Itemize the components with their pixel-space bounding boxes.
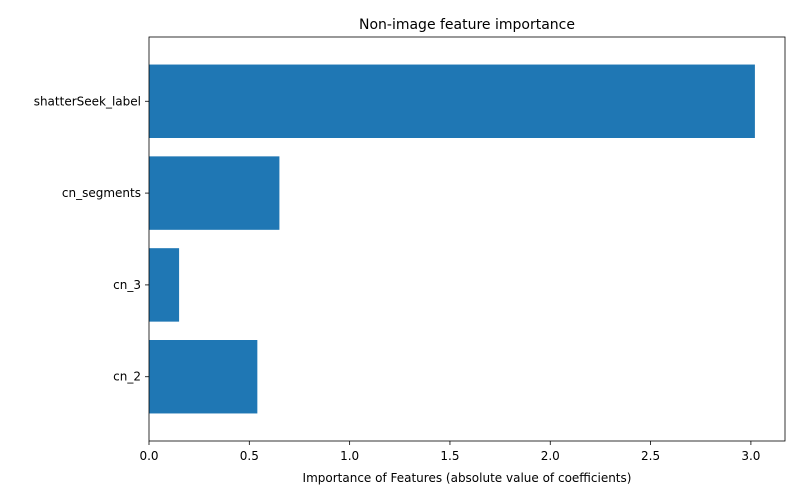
y-axis-ticks: cn_2 cn_3 cn_segments shatterSeek_label	[34, 94, 149, 384]
x-axis-ticks: 0.0 0.5 1.0 1.5 2.0 2.5 3.0	[139, 441, 760, 463]
y-tick-label: cn_segments	[62, 186, 141, 200]
x-tick-label: 1.0	[340, 449, 359, 463]
x-tick-label: 2.5	[641, 449, 660, 463]
x-tick-label: 1.5	[440, 449, 459, 463]
bar-cn-3	[149, 248, 180, 322]
bar-shatterseek-label	[149, 64, 755, 138]
y-tick-label: cn_2	[113, 370, 141, 384]
y-tick-label: shatterSeek_label	[34, 94, 141, 108]
x-tick-label: 0.0	[139, 449, 158, 463]
y-tick-label: cn_3	[113, 278, 141, 292]
x-tick-label: 0.5	[240, 449, 259, 463]
x-axis-label: Importance of Features (absolute value o…	[303, 471, 632, 485]
x-tick-label: 3.0	[741, 449, 760, 463]
plot-area-frame	[148, 36, 786, 442]
bars-group	[149, 64, 755, 414]
x-tick-label: 2.0	[541, 449, 560, 463]
chart-title: Non-image feature importance	[359, 17, 575, 33]
bar-cn-2	[149, 340, 258, 414]
bar-cn-segments	[149, 156, 280, 230]
